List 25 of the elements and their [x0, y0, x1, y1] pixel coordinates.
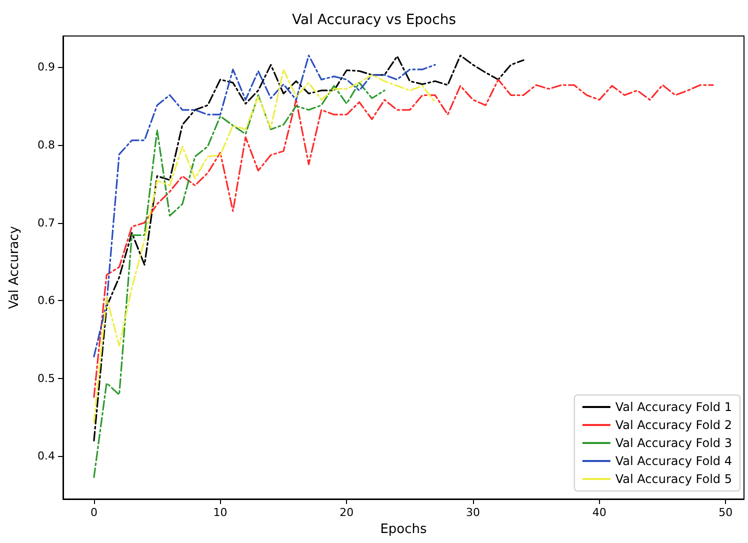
legend-label: Val Accuracy Fold 1: [615, 400, 732, 414]
y-axis-title: Val Accuracy: [7, 226, 22, 309]
line-series: [93, 82, 386, 478]
y-tick-label: 0.6: [38, 294, 55, 308]
line-series: [93, 78, 714, 398]
y-tick-label: 0.8: [38, 138, 55, 152]
legend-label: Val Accuracy Fold 3: [615, 436, 732, 450]
legend-label: Val Accuracy Fold 4: [615, 454, 732, 468]
line-series: [93, 54, 524, 442]
x-axis-title: Epochs: [380, 522, 428, 537]
x-tick-label: 40: [592, 506, 606, 519]
x-tick-label: 0: [90, 506, 98, 519]
y-tick-label: 0.4: [38, 450, 55, 463]
y-tick-label: 0.7: [38, 216, 55, 230]
x-tick-label: 10: [213, 506, 228, 519]
chart-title: Val Accuracy vs Epochs: [292, 12, 456, 28]
y-tick-label: 0.9: [38, 60, 55, 74]
legend-label: Val Accuracy Fold 2: [615, 418, 732, 432]
y-tick-label: 0.5: [38, 372, 55, 385]
x-tick-label: 50: [718, 506, 733, 519]
line-series: [93, 54, 436, 358]
line-series: [93, 68, 436, 424]
legend-label: Val Accuracy Fold 5: [615, 472, 732, 486]
x-tick-label: 30: [466, 506, 480, 519]
x-tick-label: 20: [340, 506, 354, 519]
